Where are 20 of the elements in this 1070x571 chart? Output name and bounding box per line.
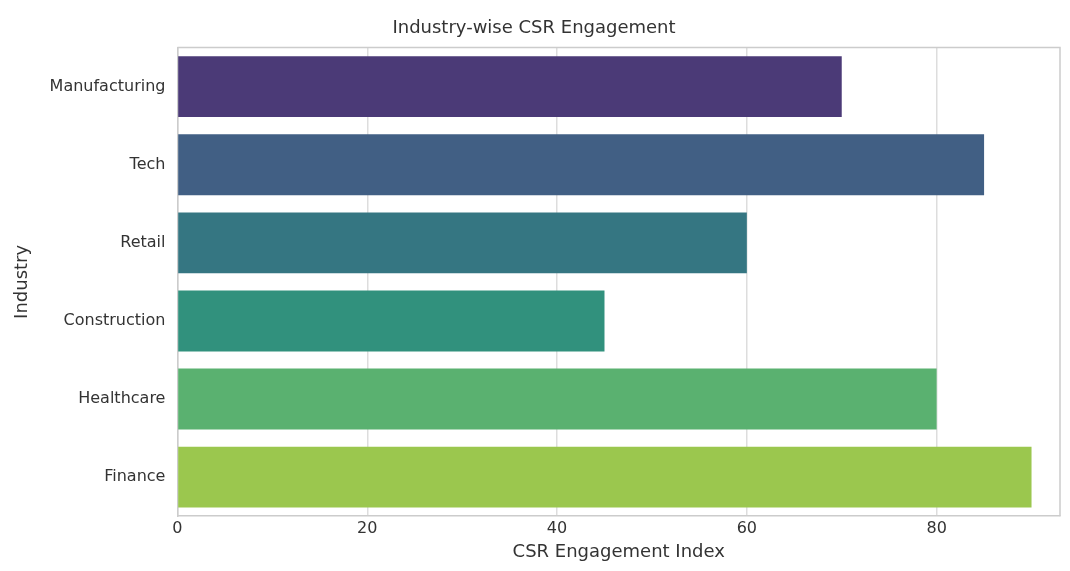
y-axis-title: Industry: [10, 244, 32, 319]
bar: [178, 56, 842, 118]
y-tick-label: Healthcare: [78, 388, 166, 408]
bar: [178, 446, 1032, 508]
y-tick-label: Finance: [104, 466, 166, 486]
x-axis-title: CSR Engagement Index: [512, 539, 726, 561]
x-tick-label: 20: [357, 517, 378, 537]
y-tick-label: Tech: [128, 153, 166, 173]
x-tick-label: 80: [926, 517, 947, 537]
chart-title: Industry-wise CSR Engagement: [392, 16, 676, 38]
y-tick-label: Construction: [63, 310, 166, 330]
bar: [178, 290, 605, 352]
bar: [178, 212, 747, 274]
bar: [178, 368, 937, 430]
bar: [178, 134, 985, 196]
y-tick-label: Manufacturing: [49, 75, 166, 95]
x-tick-label: 0: [172, 517, 183, 537]
x-tick-label: 40: [546, 517, 568, 537]
y-tick-label: Retail: [120, 232, 166, 252]
x-tick-label: 60: [736, 517, 758, 537]
